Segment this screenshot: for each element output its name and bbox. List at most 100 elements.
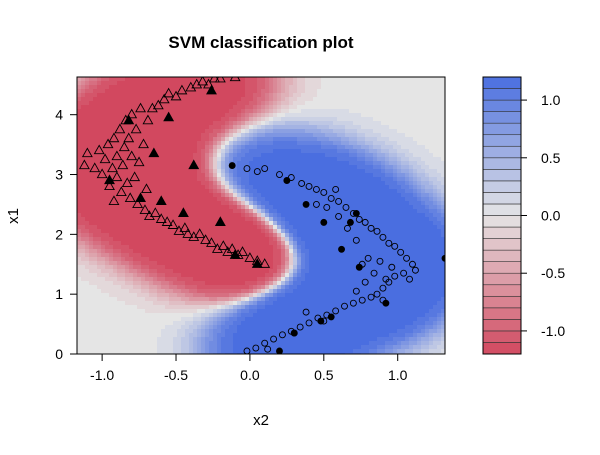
contour-cell [245,313,250,318]
contour-cell [85,333,90,338]
contour-cell [81,285,86,290]
contour-cell [217,325,222,330]
contour-cell [221,121,226,126]
contour-cell [265,329,270,334]
contour-cell [249,337,254,342]
contour-cell [289,337,294,342]
contour-cell [81,209,86,214]
contour-cell [265,201,270,206]
contour-cell [93,173,98,178]
contour-cell [221,269,226,274]
contour-cell [93,245,98,250]
contour-cell [77,301,82,306]
contour-cell [125,241,130,246]
contour-cell [201,125,206,130]
contour-cell [253,213,258,218]
contour-cell [345,281,350,286]
contour-cell [225,317,230,322]
contour-cell [205,81,210,86]
contour-cell [241,169,246,174]
contour-cell [109,249,114,254]
contour-cell [185,305,190,310]
contour-cell [237,217,242,222]
contour-cell [277,257,282,262]
contour-cell [201,81,206,86]
contour-cell [117,101,122,106]
contour-cell [125,177,130,182]
contour-cell [141,117,146,122]
contour-cell [133,253,138,258]
contour-cell [201,265,206,270]
contour-cell [353,229,358,234]
contour-cell [261,313,266,318]
contour-cell [321,301,326,306]
contour-cell [117,301,122,306]
contour-cell [229,225,234,230]
contour-cell [257,145,262,150]
contour-cell [353,89,358,94]
contour-cell [109,157,114,162]
contour-cell [169,225,174,230]
contour-cell [357,153,362,158]
contour-cell [169,81,174,86]
contour-cell [337,193,342,198]
contour-cell [297,349,302,354]
contour-cell [169,77,174,82]
contour-cell [321,241,326,246]
contour-cell [273,341,278,346]
contour-cell [113,261,118,266]
contour-cell [249,309,254,314]
contour-cell [101,137,106,142]
contour-cell [281,133,286,138]
contour-cell [297,261,302,266]
contour-cell [289,173,294,178]
contour-cell [89,257,94,262]
contour-cell [81,201,86,206]
contour-cell [329,125,334,130]
contour-cell [145,137,150,142]
contour-cell [129,105,134,110]
contour-cell [261,217,266,222]
contour-cell [109,229,114,234]
contour-cell [261,77,266,82]
contour-cell [213,273,218,278]
contour-cell [157,117,162,122]
contour-cell [305,269,310,274]
contour-cell [97,181,102,186]
contour-cell [117,345,122,350]
contour-cell [309,261,314,266]
contour-cell [145,249,150,254]
contour-cell [325,209,330,214]
contour-cell [177,301,182,306]
contour-cell [301,241,306,246]
contour-cell [89,289,94,294]
contour-cell [345,161,350,166]
contour-cell [245,177,250,182]
contour-cell [281,265,286,270]
contour-cell [333,329,338,334]
contour-cell [189,149,194,154]
contour-cell [149,345,154,350]
contour-cell [197,337,202,342]
contour-cell [301,129,306,134]
contour-cell [205,329,210,334]
contour-cell [321,305,326,310]
contour-cell [229,273,234,278]
contour-cell [301,245,306,250]
contour-cell [297,345,302,350]
contour-cell [165,341,170,346]
contour-cell [229,317,234,322]
contour-cell [169,233,174,238]
contour-cell [225,305,230,310]
contour-cell [201,245,206,250]
contour-cell [261,113,266,118]
contour-cell [133,149,138,154]
contour-cell [249,257,254,262]
contour-cell [357,105,362,110]
contour-cell [321,289,326,294]
contour-cell [321,161,326,166]
contour-cell [149,329,154,334]
contour-cell [85,165,90,170]
contour-cell [125,181,130,186]
contour-cell [333,277,338,282]
